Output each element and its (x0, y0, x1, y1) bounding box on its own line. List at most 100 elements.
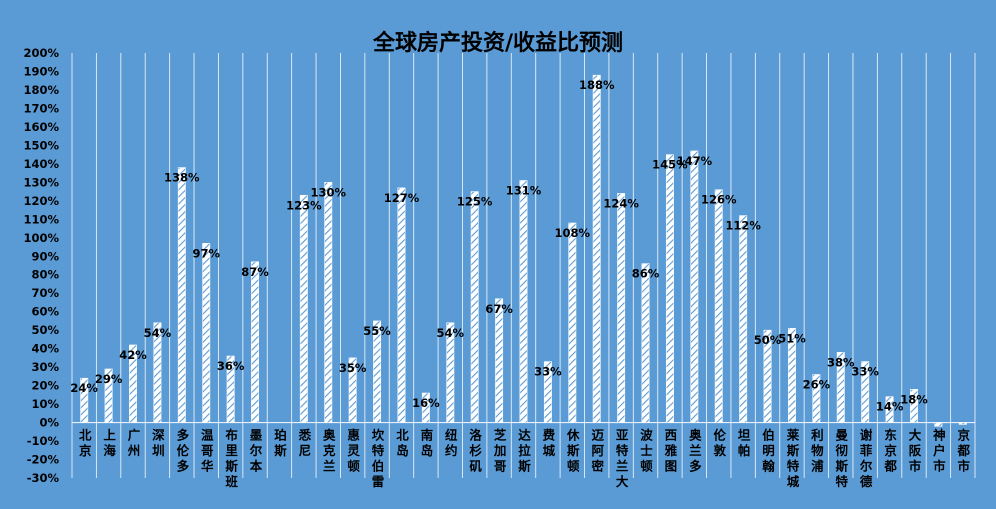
data-label: 188% (579, 78, 615, 92)
y-tick-label: 60% (31, 305, 59, 319)
data-label: 131% (506, 184, 542, 198)
y-tick-label: 70% (31, 286, 59, 300)
bar (495, 298, 504, 423)
y-tick-label: 170% (23, 101, 59, 115)
x-tick-label: 莱斯特城 (787, 428, 800, 490)
data-label: 54% (144, 326, 172, 340)
data-label: 42% (119, 348, 147, 362)
data-labels: 24%29% 42% 54% 138% 97% 36% 87% 123%130% 35% 55% 1… (70, 78, 928, 414)
data-label: 51% (778, 331, 806, 345)
x-tick-label: 奥兰多 (689, 428, 702, 474)
bar (812, 374, 821, 423)
data-label: 138% (164, 171, 200, 185)
x-tick-label: 休斯顿 (566, 428, 580, 474)
data-label: 36% (217, 359, 245, 373)
y-tick-label: 10% (31, 397, 59, 411)
data-label: 87% (241, 265, 269, 279)
y-tick-label: 100% (23, 231, 59, 245)
y-tick-label: 120% (23, 194, 59, 208)
y-tick-label: -10% (27, 434, 60, 448)
x-tick-label: 悉尼 (298, 428, 312, 459)
bar (617, 193, 626, 423)
y-tick-label: 140% (23, 157, 59, 171)
bar (299, 194, 308, 423)
x-tick-label: 布里斯班 (225, 428, 238, 490)
x-tick-label: 大阪市 (909, 428, 922, 474)
x-tick-label: 迈阿密 (590, 428, 604, 474)
x-tick-label: 伦敦 (713, 428, 726, 459)
data-label: 35% (339, 361, 367, 375)
data-label: 33% (534, 365, 562, 379)
y-tick-label: 90% (31, 249, 59, 263)
bar (836, 352, 845, 423)
bar (519, 180, 528, 423)
x-tick-label: 达拉斯 (518, 428, 531, 474)
bar (446, 322, 455, 423)
data-label: 26% (803, 378, 831, 392)
bar (665, 154, 674, 423)
y-tick-label: 160% (23, 120, 59, 134)
data-label: 38% (827, 355, 855, 369)
data-label: 130% (310, 185, 346, 199)
bar (129, 344, 137, 423)
x-tick-label: 深圳 (152, 428, 165, 459)
x-tick-label: 东京都 (883, 428, 897, 474)
x-tick-label: 波士顿 (640, 428, 653, 474)
data-label: 124% (603, 196, 639, 210)
x-tick-label: 费城 (543, 428, 556, 459)
chart-title: 全球房产投资/收益比预测 (372, 30, 623, 56)
x-tick-label: 奥克兰 (323, 428, 336, 474)
bar (787, 328, 796, 423)
x-tick-label: 纽约 (445, 428, 458, 459)
bar (690, 150, 699, 423)
y-tick-label: -20% (27, 453, 60, 467)
x-tick-label: 洛杉矶 (469, 428, 482, 474)
y-tick-label: 0% (39, 416, 59, 430)
data-label: 97% (192, 246, 220, 260)
data-label: 112% (725, 219, 761, 233)
bar (80, 377, 89, 423)
y-tick-label: 150% (23, 138, 59, 152)
bar (421, 392, 430, 423)
x-tick-label: 惠灵顿 (347, 428, 360, 474)
y-tick-label: 50% (31, 323, 59, 337)
x-axis-tick-labels: 北京上海广州深圳多伦多温哥华布里斯班墨尔本珀斯悉尼奥克兰惠灵顿坎特伯雷北岛南岛纽… (79, 428, 971, 490)
y-tick-label: 30% (31, 360, 59, 374)
y-tick-label: 40% (31, 342, 59, 356)
y-tick-label: 110% (23, 212, 59, 226)
x-tick-label: 坦帕 (738, 428, 751, 459)
y-tick-label: 180% (23, 83, 59, 97)
data-label: 125% (457, 195, 493, 209)
data-label: 33% (851, 365, 879, 379)
bar (202, 243, 211, 423)
x-tick-label: 上海 (103, 428, 116, 459)
bar (934, 422, 943, 427)
x-tick-label: 北岛 (396, 428, 409, 459)
bar (592, 74, 601, 423)
bar (739, 215, 748, 423)
data-label: 108% (555, 226, 591, 240)
bar (714, 189, 723, 423)
bar (348, 357, 357, 423)
x-tick-label: 墨尔本 (249, 428, 263, 474)
bar (324, 182, 333, 423)
bar (641, 263, 650, 423)
x-tick-label: 温哥华 (201, 428, 214, 474)
bar (885, 396, 894, 423)
x-tick-label: 京都市 (957, 428, 971, 474)
bar (226, 355, 235, 423)
data-label: 127% (384, 191, 420, 205)
data-label: 123% (286, 198, 322, 212)
data-label: 145% (652, 158, 688, 172)
x-tick-label: 坎特伯雷 (372, 428, 385, 490)
y-tick-label: 130% (23, 175, 59, 189)
y-tick-label: 200% (23, 46, 59, 60)
y-tick-label: 190% (23, 64, 59, 78)
data-label: 24% (70, 381, 98, 395)
x-tick-label: 南岛 (421, 428, 434, 459)
y-tick-label: 80% (31, 268, 59, 282)
data-label: 18% (900, 392, 928, 406)
gridlines (71, 53, 976, 478)
